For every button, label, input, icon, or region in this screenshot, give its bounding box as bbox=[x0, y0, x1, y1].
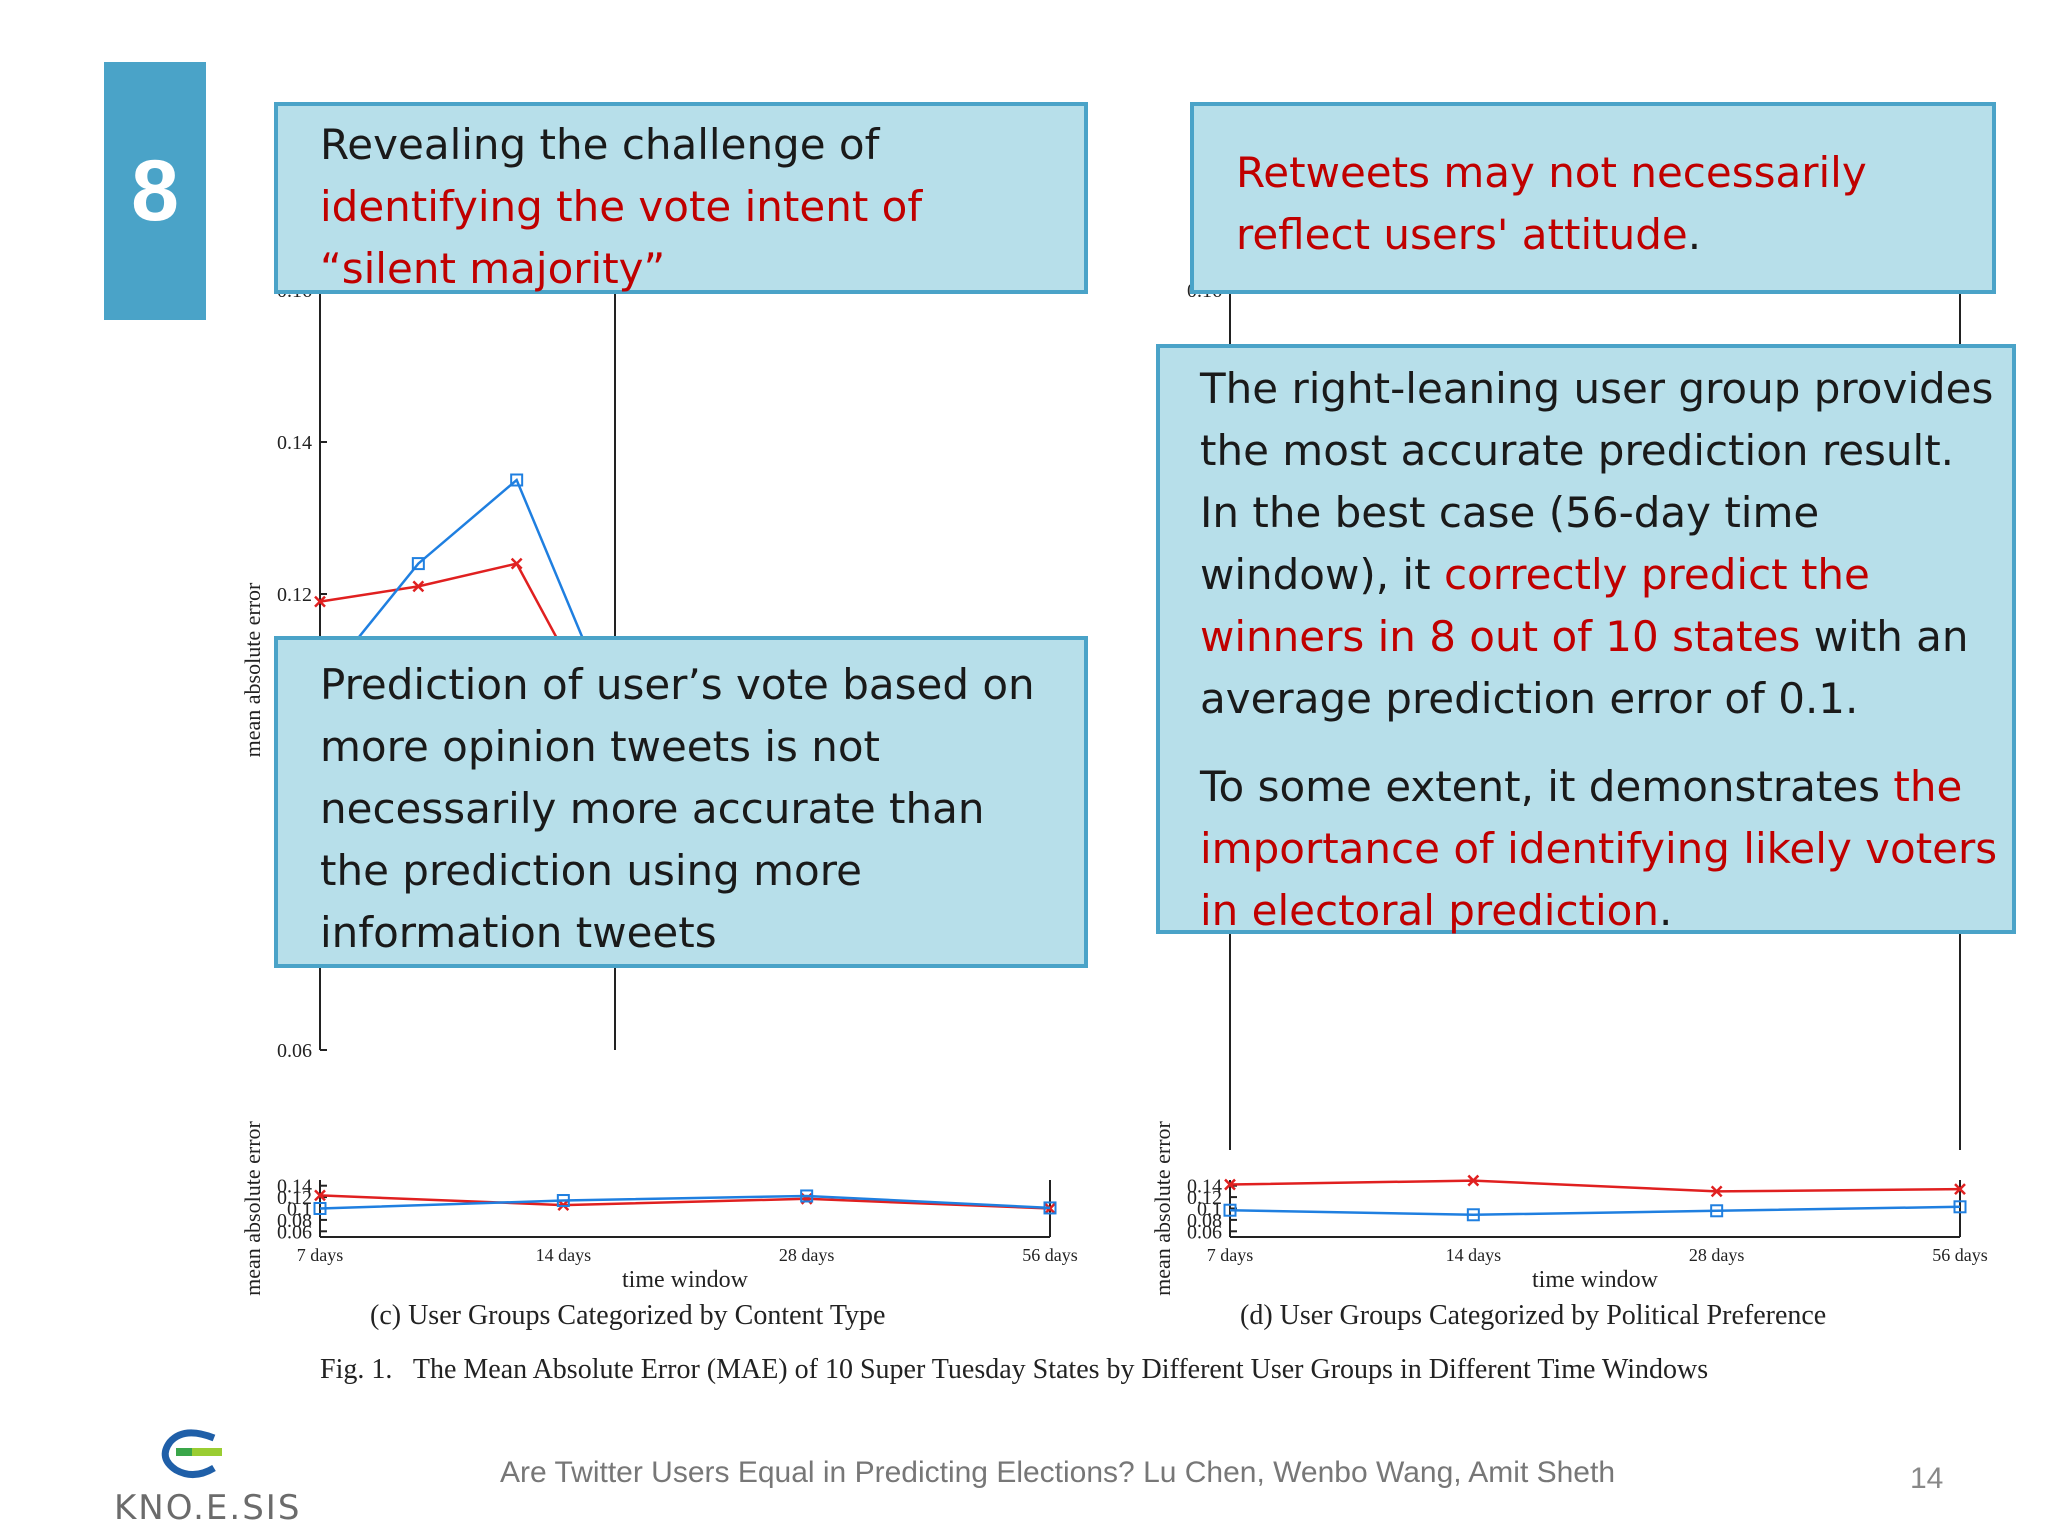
x-tick-label: 14 days bbox=[1446, 1245, 1502, 1265]
y-tick-label: 0.12 bbox=[277, 584, 312, 606]
y-tick-label: 0.14 bbox=[1187, 1176, 1222, 1198]
callout-opinion-tweets: Prediction of user’s vote based on more … bbox=[274, 636, 1088, 968]
data-point-s1-0 bbox=[1223, 1203, 1237, 1217]
caption-c: (c) User Groups Categorized by Content T… bbox=[370, 1300, 886, 1331]
series-line-1 bbox=[1229, 1205, 1961, 1217]
series-line-0 bbox=[1229, 1179, 1961, 1193]
y-axis-label: mean absolute error bbox=[1150, 1120, 1175, 1295]
callout-retweets-end: . bbox=[1687, 210, 1702, 259]
data-point-s1-1 bbox=[411, 557, 425, 571]
callout-right-leaning-p2-highlight: the importance of identifying likely vot… bbox=[1200, 762, 1998, 935]
series-line-1 bbox=[319, 477, 617, 717]
callout-right-leaning: The right-leaning user group provides th… bbox=[1156, 344, 2016, 935]
y-tick-label: 0.08 bbox=[277, 1210, 312, 1232]
callout-right-leaning-p2-end: . bbox=[1659, 886, 1673, 935]
x-tick-label: 14 days bbox=[536, 1245, 592, 1265]
data-point-s1-1 bbox=[1466, 1208, 1480, 1222]
data-point-s1-1 bbox=[556, 1194, 570, 1208]
chart-top-left: 0.060.080.10.120.140.16mean absolute err… bbox=[240, 280, 622, 1062]
data-point-s0-3 bbox=[1954, 1183, 1966, 1196]
x-tick-label: 28 days bbox=[1689, 1245, 1745, 1265]
knoesis-logo-mark bbox=[161, 1429, 222, 1478]
callout-silent-majority: Revealing the challenge of identifying t… bbox=[274, 102, 1088, 294]
data-point-s1-2 bbox=[800, 1189, 814, 1203]
slide-number-badge: 8 bbox=[104, 62, 206, 320]
callout-retweets-highlight: Retweets may not necessarily reflect use… bbox=[1236, 148, 1867, 259]
data-point-s0-0 bbox=[314, 1189, 326, 1202]
callout-right-leaning-p2a: To some extent, it demonstrates bbox=[1200, 762, 1881, 811]
x-tick-label: 56 days bbox=[1932, 1245, 1988, 1265]
y-tick-label: 0.06 bbox=[1187, 1221, 1222, 1243]
y-tick-label: 0.12 bbox=[277, 1187, 312, 1209]
data-point-s0-3 bbox=[1044, 1202, 1056, 1215]
data-point-s1-2 bbox=[510, 473, 524, 487]
caption-d: (d) User Groups Categorized by Political… bbox=[1240, 1300, 1827, 1331]
data-point-s1-3 bbox=[1043, 1201, 1057, 1215]
callout-silent-majority-highlight: identifying the vote intent of “silent m… bbox=[320, 182, 923, 293]
x-tick-label: 56 days bbox=[1022, 1245, 1078, 1265]
chart-c: 0.060.080.10.120.14 mean absolute error 7 … bbox=[240, 1120, 1078, 1295]
x-axis-label: time window bbox=[622, 1267, 749, 1293]
data-point-s1-3 bbox=[1953, 1200, 1967, 1214]
data-point-s0-1 bbox=[412, 580, 425, 593]
x-tick-label: 28 days bbox=[779, 1245, 835, 1265]
y-axis-label: mean absolute error bbox=[240, 582, 265, 757]
page-number: 14 bbox=[1910, 1462, 1944, 1495]
y-tick-label: 0.1 bbox=[1197, 1199, 1222, 1221]
x-tick-label: 7 days bbox=[297, 1245, 344, 1265]
y-axis-label: mean absolute error bbox=[240, 1120, 265, 1295]
data-point-s0-2 bbox=[1710, 1185, 1723, 1198]
callout-opinion-tweets-text: Prediction of user’s vote based on more … bbox=[320, 660, 1035, 957]
callout-right-leaning-p1-highlight: correctly predict the winners in 8 out o… bbox=[1200, 550, 1870, 661]
y-tick-label: 0.06 bbox=[277, 1040, 312, 1062]
chart-d: 0.060.080.10.120.14 mean absolute error 7 … bbox=[1150, 1120, 1988, 1295]
data-point-s0-0 bbox=[1224, 1178, 1236, 1191]
data-point-s0-0 bbox=[314, 595, 326, 608]
y-tick-label: 0.14 bbox=[277, 432, 312, 454]
x-axis-label: time window bbox=[1532, 1267, 1659, 1293]
y-tick-label: 0.1 bbox=[287, 1199, 312, 1221]
x-tick-label: 7 days bbox=[1207, 1245, 1254, 1265]
footer-citation: Are Twitter Users Equal in Predicting El… bbox=[500, 1456, 1616, 1489]
y-tick-label: 0.12 bbox=[1187, 1187, 1222, 1209]
data-point-s1-2 bbox=[1710, 1204, 1724, 1218]
knoesis-logo-text: KNO.E.SIS bbox=[114, 1488, 302, 1528]
callout-right-leaning-p1a: The right-leaning user group provides th… bbox=[1200, 364, 1994, 599]
knoesis-logo: KNO.E.SIS bbox=[106, 1420, 326, 1532]
figure-caption: Fig. 1. The Mean Absolute Error (MAE) of… bbox=[320, 1354, 1709, 1385]
y-tick-label: 0.06 bbox=[277, 1221, 312, 1243]
data-point-s1-0 bbox=[313, 1202, 327, 1215]
series-line-0 bbox=[319, 1194, 1051, 1210]
callout-right-leaning-p1b: with an average prediction error of 0.1. bbox=[1200, 612, 1969, 723]
data-point-s0-2 bbox=[510, 557, 523, 570]
y-tick-label: 0.08 bbox=[1187, 1210, 1222, 1232]
series-line-1 bbox=[319, 1194, 1051, 1210]
y-tick-label: 0.14 bbox=[277, 1176, 312, 1198]
callout-silent-majority-intro: Revealing the challenge of bbox=[320, 120, 880, 169]
data-point-s0-1 bbox=[1467, 1174, 1480, 1187]
callout-retweets: Retweets may not necessarily reflect use… bbox=[1190, 102, 1996, 294]
